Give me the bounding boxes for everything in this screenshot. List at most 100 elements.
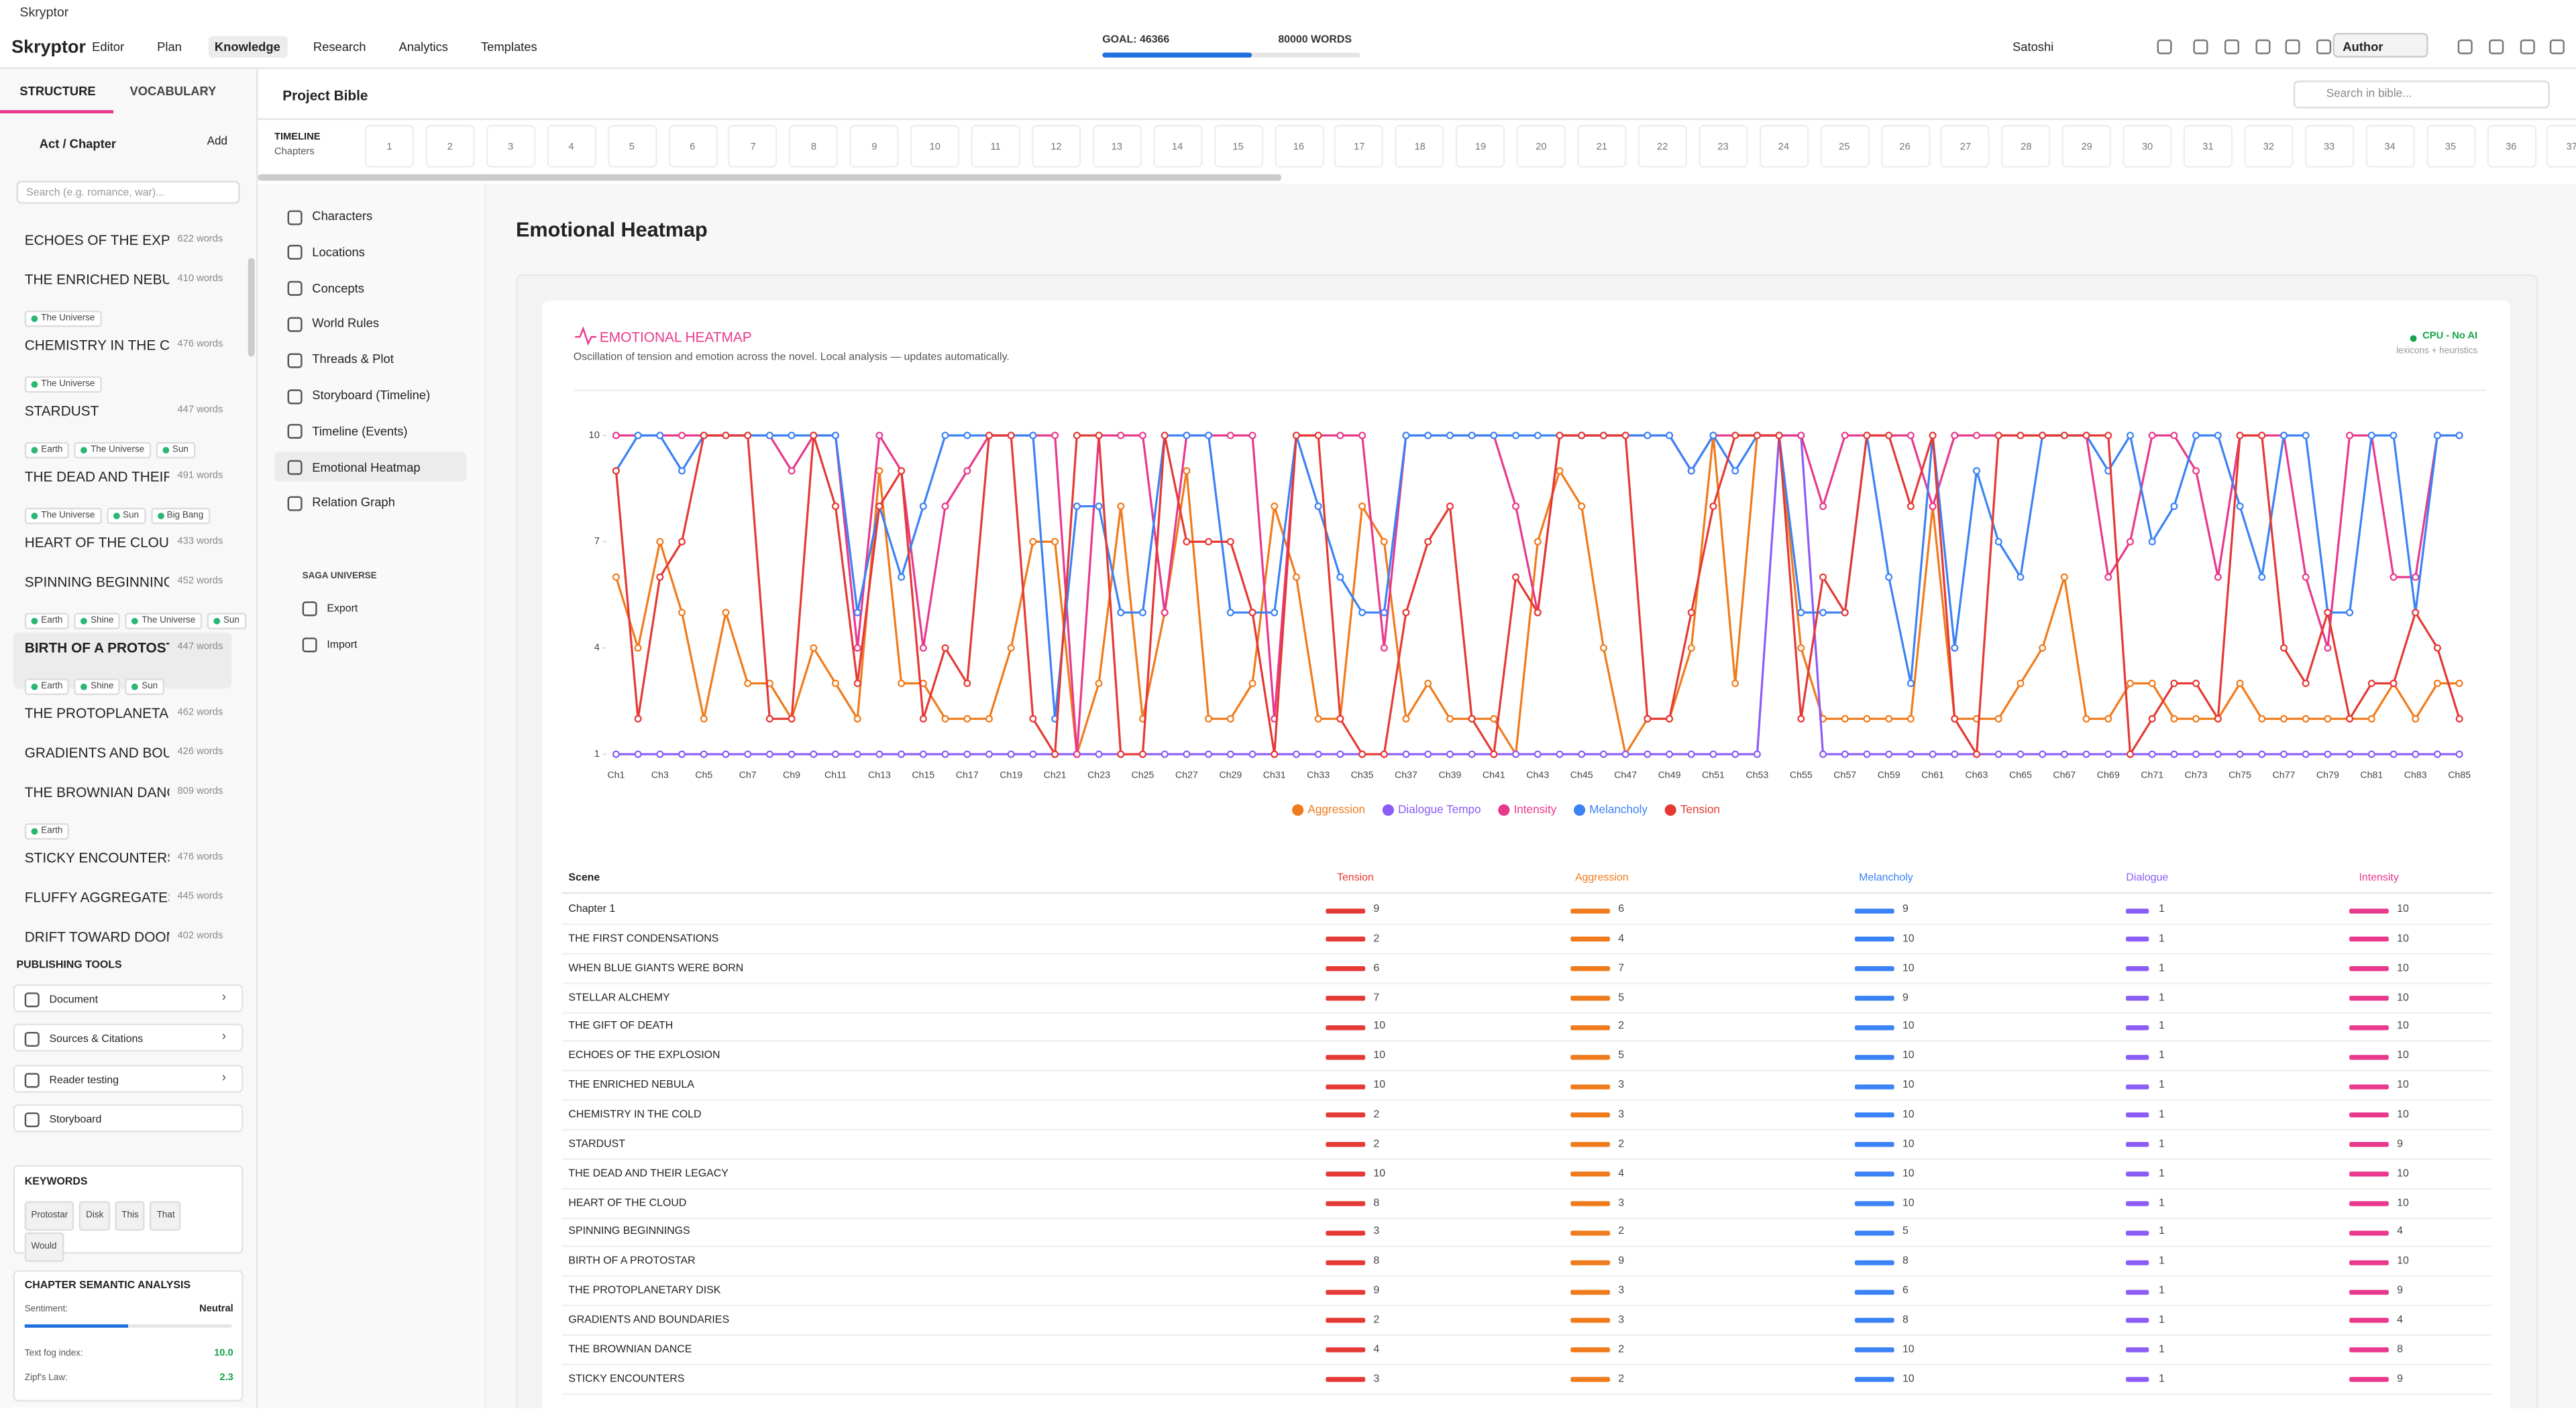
chapter-title[interactable]: ECHOES OF THE EXPLOS	[24, 231, 170, 248]
scene-name[interactable]: THE FIRST CONDENSATIONS	[568, 933, 719, 945]
menu-item[interactable]: Analytics	[398, 39, 448, 54]
timeline-cell[interactable]: 5	[607, 125, 657, 168]
timeline-cell[interactable]: 30	[2123, 125, 2172, 168]
toolbar-icon[interactable]	[2457, 39, 2473, 54]
chapter-title[interactable]: CHEMISTRY IN THE COLI	[24, 337, 170, 354]
menu-item[interactable]: Research	[313, 39, 366, 54]
timeline-cell[interactable]: 25	[1819, 125, 1869, 168]
toolbar-icon[interactable]	[2489, 39, 2504, 54]
timeline-cell[interactable]: 22	[1638, 125, 1687, 168]
import[interactable]: Import	[302, 637, 357, 653]
timeline-cell[interactable]: 9	[849, 125, 900, 168]
timeline-cell[interactable]: 12	[1031, 125, 1081, 168]
timeline-cell[interactable]: 3	[486, 125, 535, 168]
scene-name[interactable]: THE DEAD AND THEIR LEGACY	[568, 1167, 729, 1180]
scene-name[interactable]: CHEMISTRY IN THE COLD	[568, 1108, 702, 1121]
toolbar-icon[interactable]	[2520, 39, 2535, 54]
toolbar-icon[interactable]	[2157, 39, 2172, 54]
chapter-title[interactable]: DRIFT TOWARD DOOM	[24, 928, 170, 945]
timeline-cell[interactable]: 4	[546, 125, 596, 168]
user[interactable]: Satoshi	[2012, 39, 2054, 54]
timeline-cell[interactable]: 31	[2183, 125, 2233, 168]
timeline-cell[interactable]: 1	[364, 125, 415, 168]
timeline-cell[interactable]: 11	[971, 125, 1020, 168]
timeline-cell[interactable]: 14	[1152, 125, 1202, 168]
timeline-cell[interactable]: 10	[910, 125, 960, 168]
chapter-title[interactable]: THE BROWNIAN DANCE	[24, 784, 170, 800]
timeline-cell[interactable]: 24	[1759, 125, 1809, 168]
scene-name[interactable]: WHEN BLUE GIANTS WERE BORN	[568, 962, 744, 974]
nav-item[interactable]: Locations	[287, 244, 365, 260]
pub-item[interactable]: Storyboard	[13, 1104, 244, 1133]
timeline-cell[interactable]: 16	[1274, 125, 1324, 168]
export[interactable]: Export	[302, 601, 358, 617]
scene-name[interactable]: THE ENRICHED NEBULA	[568, 1080, 694, 1092]
nav-item[interactable]: Characters	[287, 209, 372, 225]
chapter-title[interactable]: THE PROTOPLANETARY	[24, 704, 170, 722]
nav-item[interactable]: Threads & Plot	[287, 352, 394, 368]
keyword[interactable]: Would	[24, 1232, 64, 1262]
chapter-title[interactable]: BIRTH OF A PROTOSTA	[24, 639, 170, 656]
scene-name[interactable]: ECHOES OF THE EXPLOSION	[568, 1050, 720, 1062]
keyword[interactable]: Protostar	[24, 1201, 75, 1231]
chapter-title[interactable]: SPINNING BEGINNINGS	[24, 573, 170, 590]
nav-item[interactable]: Relation Graph	[287, 495, 395, 511]
nav-item[interactable]: World Rules	[287, 316, 379, 332]
timeline-cell[interactable]: 33	[2304, 125, 2354, 168]
keyword[interactable]: That	[150, 1201, 182, 1231]
timeline-cell[interactable]: 37	[2546, 125, 2576, 168]
timeline-cell[interactable]: 36	[2486, 125, 2536, 168]
pub-item[interactable]: Document ›	[13, 984, 244, 1012]
toolbar-icon[interactable]	[2224, 39, 2239, 54]
timeline-cell[interactable]: 34	[2365, 125, 2415, 168]
toolbar-icon[interactable]	[2193, 39, 2208, 54]
timeline-cell[interactable]: 19	[1456, 125, 1505, 168]
toolbar-icon[interactable]	[2255, 39, 2271, 54]
scene-name[interactable]: GRADIENTS AND BOUNDARIES	[568, 1314, 730, 1326]
timeline-cell[interactable]: 29	[2061, 125, 2112, 168]
timeline-cell[interactable]: 27	[1941, 125, 1990, 168]
timeline-cell[interactable]: 32	[2244, 125, 2294, 168]
bible-search[interactable]: Search in bible...	[2293, 81, 2550, 109]
nav-item[interactable]: Timeline (Events)	[287, 423, 408, 439]
timeline-cell[interactable]: 20	[1516, 125, 1566, 168]
menu-item[interactable]: Knowledge	[208, 36, 287, 58]
toolbar-icon[interactable]	[2549, 39, 2565, 54]
timeline-cell[interactable]: 8	[789, 125, 839, 168]
chapter-title[interactable]: HEART OF THE CLOUD	[24, 533, 170, 551]
scene-name[interactable]: THE GIFT OF DEATH	[568, 1021, 674, 1033]
menu-item[interactable]: Templates	[480, 39, 537, 54]
chapter-title[interactable]: GRADIENTS AND BOUNE	[24, 744, 170, 761]
timeline-cell[interactable]: 26	[1880, 125, 1930, 168]
scene-name[interactable]: BIRTH OF A PROTOSTAR	[568, 1255, 696, 1267]
pub-item[interactable]: Sources & Citations ›	[13, 1023, 244, 1052]
timeline-cell[interactable]: 2	[425, 125, 475, 168]
search[interactable]: Search (e.g. romance, war)...	[16, 180, 240, 204]
nav-item[interactable]: Concepts	[287, 280, 364, 297]
scene-name[interactable]: STELLAR ALCHEMY	[568, 992, 670, 1004]
scene-name[interactable]: THE PROTOPLANETARY DISK	[568, 1285, 721, 1297]
timeline-cell[interactable]: 23	[1698, 125, 1748, 168]
timeline-cell[interactable]: 21	[1577, 125, 1627, 168]
scene-name[interactable]: STARDUST	[568, 1138, 625, 1150]
chapter-title[interactable]: STARDUST	[24, 403, 99, 419]
add-button[interactable]: Add	[207, 136, 228, 148]
chapter-title[interactable]: FLUFFY AGGREGATES	[24, 888, 170, 906]
scene-name[interactable]: THE BROWNIAN DANCE	[568, 1343, 692, 1355]
timeline-cell[interactable]: 18	[1395, 125, 1445, 168]
toolbar-icon[interactable]	[2285, 39, 2300, 54]
nav-item[interactable]: Emotional Heatmap	[287, 460, 421, 476]
timeline-cell[interactable]: 17	[1334, 125, 1385, 168]
keyword[interactable]: Disk	[79, 1201, 111, 1231]
scene-name[interactable]: SPINNING BEGINNINGS	[568, 1226, 690, 1238]
scene-name[interactable]: Chapter 1	[568, 903, 616, 916]
chapter-title[interactable]: THE DEAD AND THEIR LE	[24, 468, 170, 485]
timeline-cell[interactable]: 35	[2426, 125, 2475, 168]
chapter-title[interactable]: STICKY ENCOUNTERS	[24, 849, 170, 866]
menu-item[interactable]: Plan	[157, 39, 182, 54]
pub-item[interactable]: Reader testing ›	[13, 1064, 244, 1093]
keyword[interactable]: This	[115, 1201, 146, 1231]
role[interactable]: Author	[2332, 32, 2428, 58]
timeline-cell[interactable]: 7	[728, 125, 778, 168]
timeline-cell[interactable]: 6	[667, 125, 717, 168]
